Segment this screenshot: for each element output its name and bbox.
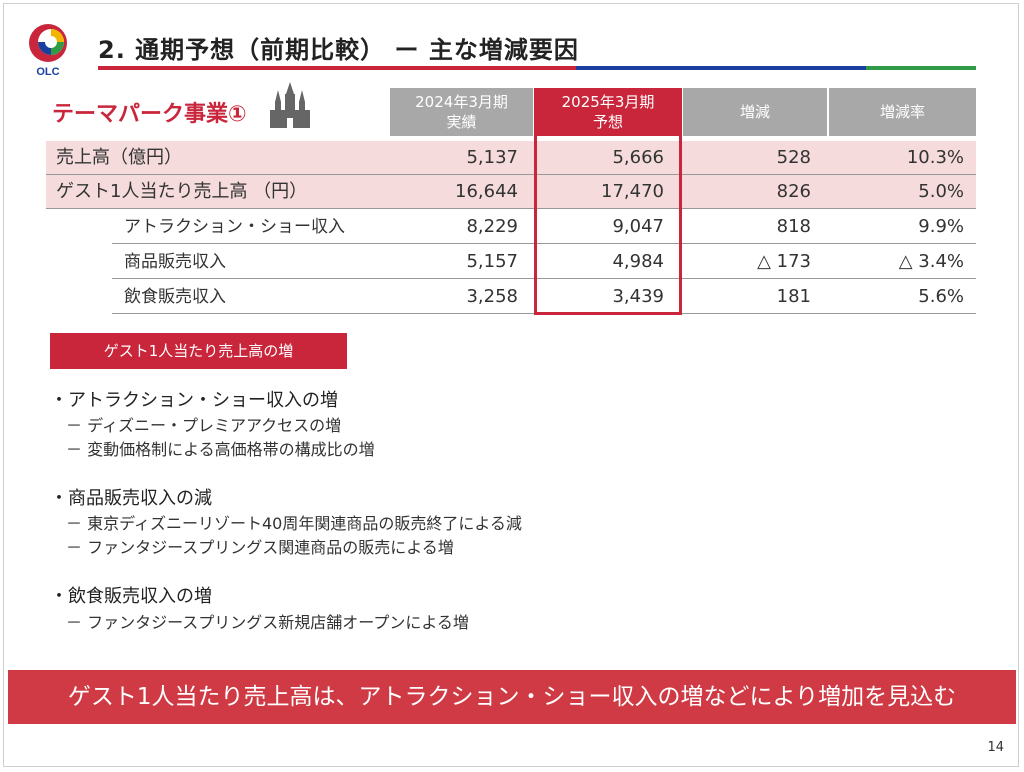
cell-change-rate: 9.9%	[918, 216, 964, 237]
cell-fy2025: 3,439	[612, 286, 664, 307]
title-underline-green	[866, 66, 976, 70]
cell-fy2024: 5,157	[466, 251, 518, 272]
table-row: 飲食販売収入 3,258 3,439 181 5.6%	[46, 280, 976, 314]
section-label: テーマパーク事業①	[52, 102, 247, 127]
bullet-item: － 変動価格制による高価格帯の構成比の増	[66, 440, 375, 459]
cell-fy2025: 4,984	[612, 251, 664, 272]
table-row: ゲスト1人当たり売上高 （円） 16,644 17,470 826 5.0%	[46, 175, 976, 209]
bullet-heading: ・アトラクション・ショー収入の増	[50, 390, 338, 411]
cell-change: 818	[776, 216, 811, 237]
cell-fy2024: 8,229	[466, 216, 518, 237]
row-label: 飲食販売収入	[124, 287, 226, 307]
cell-change-rate: △ 3.4%	[898, 251, 964, 272]
row-label: アトラクション・ショー収入	[124, 217, 345, 237]
title-underline-blue	[576, 66, 866, 70]
cell-fy2024: 3,258	[466, 286, 518, 307]
table-row: 売上高（億円） 5,137 5,666 528 10.3%	[46, 141, 976, 175]
row-label: ゲスト1人当たり売上高 （円）	[56, 181, 308, 202]
bullet-item: － ファンタジースプリングス関連商品の販売による増	[66, 538, 454, 557]
cell-change-rate: 10.3%	[906, 147, 964, 168]
bullet-item: － 東京ディズニーリゾート40周年関連商品の販売終了による減	[66, 514, 522, 533]
logo-text: OLC	[36, 66, 59, 78]
col-header-change: 増減	[683, 88, 827, 136]
col-header-fy2025: 2025年3月期 予想	[535, 88, 681, 136]
page-title: 2. 通期予想（前期比較） ー 主な増減要因	[98, 36, 579, 64]
bullet-item: － ファンタジースプリングス新規店舗オープンによる増	[66, 613, 469, 632]
cell-fy2025: 5,666	[612, 147, 664, 168]
factor-tag: ゲスト1人当たり売上高の増	[50, 333, 347, 369]
olc-logo: OLC	[29, 24, 67, 78]
summary-banner: ゲスト1人当たり売上高は、アトラクション・ショー収入の増などにより増加を見込む	[8, 670, 1016, 724]
cell-change-rate: 5.6%	[918, 286, 964, 307]
bullet-heading: ・飲食販売収入の増	[50, 586, 212, 607]
bullet-item: － ディズニー・プレミアアクセスの増	[66, 416, 342, 435]
row-label: 売上高（億円）	[56, 147, 182, 168]
cell-fy2025: 9,047	[612, 216, 664, 237]
row-label: 商品販売収入	[124, 252, 226, 272]
cell-change: 528	[776, 147, 811, 168]
cell-change: 826	[776, 181, 811, 202]
col-header-fy2024: 2024年3月期 実績	[390, 88, 533, 136]
castle-icon	[270, 82, 310, 128]
col-header-change-rate: 増減率	[829, 88, 976, 136]
title-underline-red	[98, 66, 576, 70]
cell-change: △ 173	[757, 251, 811, 272]
bullet-heading: ・商品販売収入の減	[50, 488, 212, 509]
cell-fy2024: 16,644	[455, 181, 518, 202]
forecast-highlight-box	[534, 88, 682, 315]
cell-change: 181	[776, 286, 811, 307]
table-row: アトラクション・ショー収入 8,229 9,047 818 9.9%	[46, 210, 976, 244]
page-number: 14	[987, 740, 1004, 755]
slide-frame	[3, 3, 1019, 767]
cell-fy2024: 5,137	[466, 147, 518, 168]
table-row: 商品販売収入 5,157 4,984 △ 173 △ 3.4%	[46, 245, 976, 279]
cell-change-rate: 5.0%	[918, 181, 964, 202]
cell-fy2025: 17,470	[601, 181, 664, 202]
